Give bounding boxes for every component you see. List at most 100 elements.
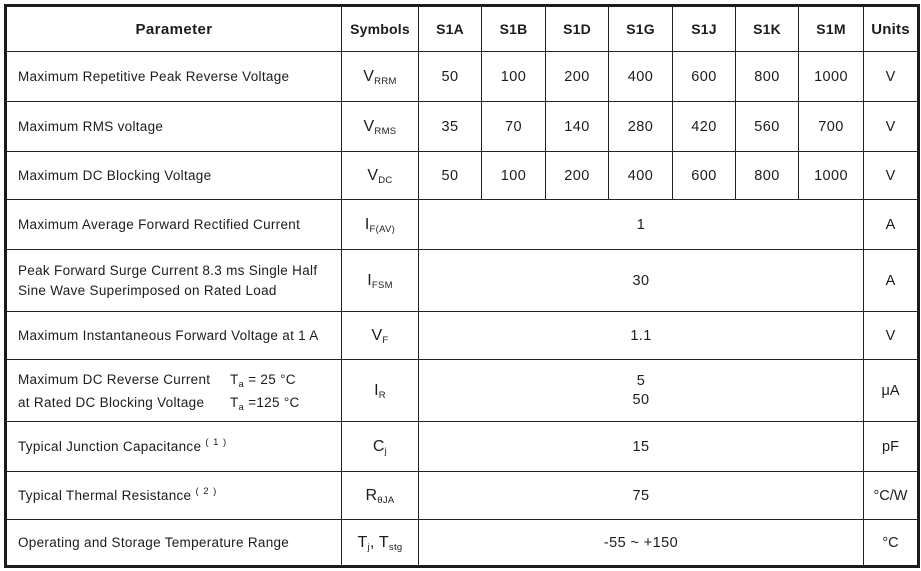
value-line-1: 5 (636, 372, 646, 389)
value-cell: 600 (672, 151, 736, 200)
value-cell-span: 30 (418, 249, 864, 312)
param-cell: Maximum Average Forward Rectified Curren… (5, 199, 342, 250)
footnote-marker: ( 2 ) (195, 485, 218, 497)
symbol-subscript: j (367, 541, 370, 553)
unit-cell: μA (863, 359, 919, 422)
param-cell: Maximum Repetitive Peak Reverse Voltage (5, 51, 342, 102)
value-cell: 420 (672, 101, 736, 152)
symbol-subscript: j (384, 445, 388, 457)
value-cell: 1000 (798, 51, 864, 102)
symbol-subscript: F (382, 334, 389, 346)
value-cell: 50 (418, 151, 482, 200)
value-cell: 100 (481, 151, 546, 200)
symbol-base: T (357, 533, 368, 551)
param-line-1: Maximum DC Reverse Current Ta = 25 °C (18, 368, 337, 391)
condition-rest: =125 °C (244, 394, 300, 410)
symbol-cell: VRMS (341, 101, 419, 152)
symbol-subscript: R (378, 389, 386, 401)
symbol-base-2: T (378, 533, 389, 551)
footnote-marker: ( 1 ) (205, 436, 228, 448)
symbol-base: I (367, 271, 372, 289)
unit-cell: °C (863, 519, 919, 567)
value-cell: 1000 (798, 151, 864, 200)
param-text: at Rated DC Blocking Voltage (18, 394, 205, 410)
symbol-subscript: F(AV) (369, 223, 396, 235)
value-cell: 200 (545, 51, 609, 102)
condition-subscript: a (238, 401, 245, 413)
symbol-cell: IR (341, 359, 419, 422)
param-cell: Maximum DC Blocking Voltage (5, 151, 342, 200)
param-cell: Maximum RMS voltage (5, 101, 342, 152)
symbol-separator: , (369, 533, 379, 551)
value-cell: 800 (735, 151, 799, 200)
value-cell: 600 (672, 51, 736, 102)
param-cell: Maximum Instantaneous Forward Voltage at… (5, 311, 342, 360)
header-row: Parameter Symbols S1A S1B S1D S1G S1J S1… (5, 5, 919, 52)
symbol-base: I (364, 215, 370, 233)
symbol-base: V (371, 326, 383, 344)
value-cell: 50 (418, 51, 482, 102)
value-cell-span: 75 (418, 471, 864, 520)
header-cell-s1b: S1B (481, 5, 546, 52)
symbol-base: V (363, 117, 375, 135)
value-cell: 400 (608, 51, 673, 102)
param-cell: Operating and Storage Temperature Range (5, 519, 342, 567)
header-cell-s1j: S1J (672, 5, 736, 52)
unit-cell: °C/W (863, 471, 919, 520)
symbol-cell: Tj, Tstg (341, 519, 419, 567)
symbol-subscript: RMS (374, 125, 397, 137)
header-cell-s1g: S1G (608, 5, 673, 52)
unit-cell: V (863, 101, 919, 152)
param-cell: Peak Forward Surge Current 8.3 ms Single… (5, 249, 342, 312)
symbol-cell: VF (341, 311, 419, 360)
symbol-subscript: FSM (371, 279, 393, 291)
value-cell-span: 1.1 (418, 311, 864, 360)
unit-cell: pF (863, 421, 919, 472)
table-row-vrms: Maximum RMS voltage VRMS 35 70 140 280 4… (5, 101, 919, 152)
header-cell-s1k: S1K (735, 5, 799, 52)
value-line-2: 50 (632, 391, 650, 408)
symbol-cell: RθJA (341, 471, 419, 520)
unit-cell: V (863, 311, 919, 360)
value-cell: 700 (798, 101, 864, 152)
unit-cell: V (863, 51, 919, 102)
symbol-base: I (374, 381, 379, 399)
table-row-cj: Typical Junction Capacitance ( 1 ) Cj 15… (5, 421, 919, 472)
value-cell-span: 5 50 (418, 359, 864, 422)
value-cell: 400 (608, 151, 673, 200)
symbol-cell: VDC (341, 151, 419, 200)
unit-cell: A (863, 199, 919, 250)
symbol-cell: IFSM (341, 249, 419, 312)
condition-rest: = 25 °C (244, 371, 296, 387)
value-cell-span: 15 (418, 421, 864, 472)
table-row-vdc: Maximum DC Blocking Voltage VDC 50 100 2… (5, 151, 919, 200)
symbol-base: C (372, 437, 385, 455)
value-cell-span: -55 ~ +150 (418, 519, 864, 567)
header-cell-s1d: S1D (545, 5, 609, 52)
table-row-vf: Maximum Instantaneous Forward Voltage at… (5, 311, 919, 360)
symbol-subscript: RRM (374, 75, 397, 87)
table-row-rthja: Typical Thermal Resistance ( 2 ) RθJA 75… (5, 471, 919, 520)
param-cell: Typical Junction Capacitance ( 1 ) (5, 421, 342, 472)
param-text: Typical Junction Capacitance (18, 438, 202, 454)
param-line-2: at Rated DC Blocking Voltage Ta =125 °C (18, 391, 337, 414)
symbol-cell: Cj (341, 421, 419, 472)
param-cell: Maximum DC Reverse Current Ta = 25 °C at… (5, 359, 342, 422)
table-row-ir: Maximum DC Reverse Current Ta = 25 °C at… (5, 359, 919, 422)
header-cell-units: Units (863, 5, 919, 52)
condition-text: Ta =125 °C (230, 391, 300, 414)
value-cell: 280 (608, 101, 673, 152)
unit-cell: A (863, 249, 919, 312)
condition-base: T (230, 394, 239, 410)
value-cell: 200 (545, 151, 609, 200)
header-cell-symbols: Symbols (341, 5, 419, 52)
unit-cell: V (863, 151, 919, 200)
header-cell-parameter: Parameter (5, 5, 342, 52)
table-row-ifsm: Peak Forward Surge Current 8.3 ms Single… (5, 249, 919, 312)
value-cell: 140 (545, 101, 609, 152)
symbol-cell: IF(AV) (341, 199, 419, 250)
param-text: Maximum DC Reverse Current (18, 371, 211, 387)
condition-base: T (230, 371, 239, 387)
value-cell: 70 (481, 101, 546, 152)
spec-table: Parameter Symbols S1A S1B S1D S1G S1J S1… (4, 4, 920, 568)
